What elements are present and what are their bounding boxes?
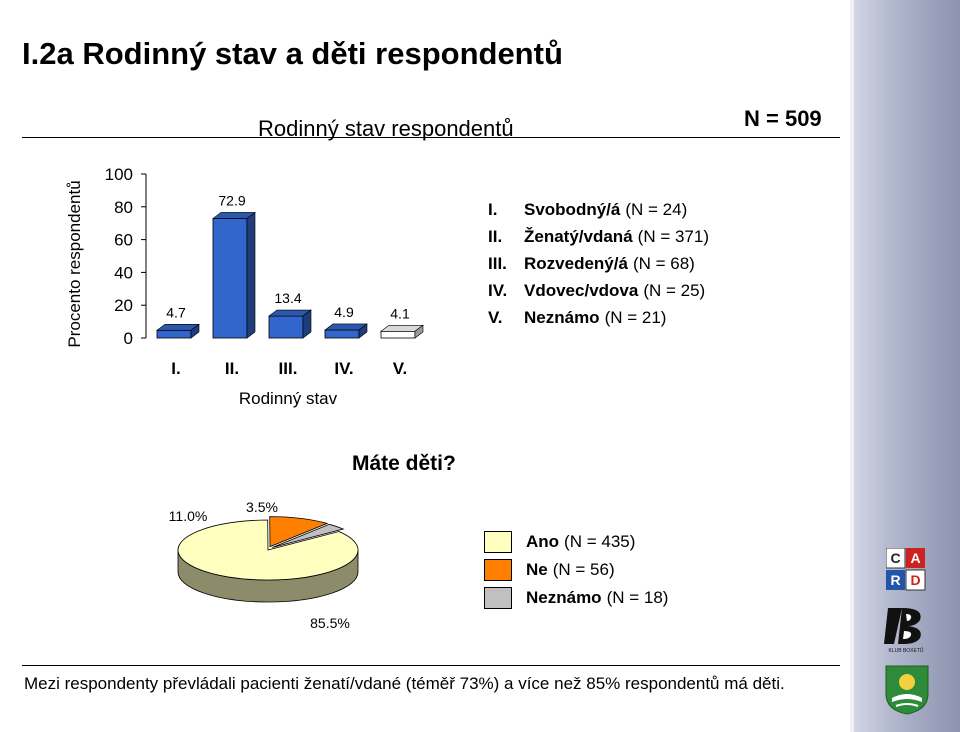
pie-legend-swatch	[484, 531, 512, 553]
bar-legend-item: IV. Vdovec/vdova (N = 25)	[488, 281, 709, 308]
bar-data-label: 4.9	[334, 304, 354, 320]
bar-data-label: 4.7	[166, 304, 186, 320]
sidebar-edge	[850, 0, 854, 732]
card-letter-d: D	[910, 572, 920, 588]
bar-side	[358, 323, 368, 339]
x-tick-label: II.	[225, 359, 239, 378]
y-tick-label: 40	[114, 263, 133, 282]
bar-data-label: 72.9	[218, 192, 245, 208]
bar	[212, 218, 248, 339]
pie-legend: Ano (N = 435) Ne (N = 56) Neznámo (N = 18)	[484, 528, 668, 612]
bar-legend-count: (N = 25)	[643, 281, 706, 300]
y-axis-label: Procento respondentů	[65, 180, 84, 347]
pie-legend-count: (N = 56)	[552, 560, 615, 579]
x-tick-label: IV.	[334, 359, 353, 378]
bar-legend-num: IV.	[488, 281, 508, 300]
bar-legend-num: II.	[488, 227, 503, 246]
x-tick-label: I.	[171, 359, 180, 378]
pie-data-label: 85.5%	[310, 615, 350, 631]
bar	[268, 315, 304, 339]
emblem-icon	[885, 665, 929, 715]
bar-side	[302, 309, 312, 339]
pie-legend-item: Ano (N = 435)	[484, 528, 668, 556]
bar-side	[246, 211, 256, 339]
footer-note: Mezi respondenty převládali pacienti žen…	[24, 674, 785, 693]
club-logo-icon: KLUB BOXETŮ	[884, 608, 924, 654]
pie-legend-count: (N = 18)	[606, 588, 669, 607]
bar-legend-num: V.	[488, 308, 503, 327]
card-logo-icon: C A R D	[885, 547, 926, 591]
pie-legend-label: Neznámo	[526, 588, 602, 607]
card-letter-r: R	[890, 572, 900, 588]
pie-data-label: 11.0%	[169, 508, 208, 524]
pie-data-label: 3.5%	[246, 499, 278, 515]
bar-side	[414, 324, 424, 339]
bar-legend: I. Svobodný/á (N = 24) II. Ženatý/vdaná (N = …	[488, 200, 709, 335]
bar-legend-count: (N = 371)	[637, 227, 709, 246]
x-tick-label: V.	[393, 359, 408, 378]
bar	[324, 329, 360, 339]
bar-legend-item: III. Rozvedený/á (N = 68)	[488, 254, 709, 281]
card-letter-c: C	[890, 550, 900, 566]
hospital-emblem	[884, 664, 930, 716]
club-logo: KLUB BOXETŮ	[880, 604, 932, 654]
bar-data-label: 4.1	[390, 305, 410, 321]
bar-legend-count: (N = 68)	[632, 254, 695, 273]
card-letter-a: A	[910, 550, 920, 566]
pie-legend-label: Ano	[526, 532, 560, 551]
pie-legend-count: (N = 435)	[564, 532, 636, 551]
y-tick-label: 100	[105, 165, 133, 184]
bar-legend-item: II. Ženatý/vdaná (N = 371)	[488, 227, 709, 254]
bar-legend-item: V. Neznámo (N = 21)	[488, 308, 709, 335]
bar-chart: Procento respondentů 0 20 40 60 80 100 4.7 I. 72.…	[65, 165, 424, 408]
pie-legend-swatch	[484, 587, 512, 609]
bar-legend-label: Neznámo	[524, 308, 600, 327]
y-tick-label: 60	[114, 231, 133, 250]
footer-divider	[22, 665, 840, 666]
bar-legend-label: Rozvedený/á	[524, 254, 628, 273]
page-title: I.2a Rodinný stav a děti respondentů	[22, 36, 563, 71]
pie-chart: 85.5% 11.0% 3.5%	[169, 499, 359, 631]
bar-legend-item: I. Svobodný/á (N = 24)	[488, 200, 709, 227]
bar-legend-label: Svobodný/á	[524, 200, 621, 219]
total-count: N = 509	[744, 106, 822, 131]
pie-slice	[269, 516, 329, 548]
y-tick-label: 0	[124, 329, 133, 348]
pie-slice	[177, 519, 359, 581]
x-axis-label: Rodinný stav	[239, 389, 338, 408]
pie-slice	[272, 523, 345, 548]
title-divider	[22, 137, 840, 138]
bar-legend-count: (N = 24)	[625, 200, 688, 219]
bar-side	[190, 323, 200, 339]
bar-data-label: 13.4	[274, 290, 301, 306]
pie-legend-swatch	[484, 559, 512, 581]
bar	[380, 330, 416, 339]
bar-legend-count: (N = 21)	[604, 308, 667, 327]
bar-legend-num: III.	[488, 254, 507, 273]
x-tick-label: III.	[279, 359, 298, 378]
bar-legend-label: Vdovec/vdova	[524, 281, 639, 300]
bar-chart-title: Rodinný stav respondentů	[258, 116, 514, 141]
y-tick-label: 80	[114, 198, 133, 217]
y-tick-label: 20	[114, 296, 133, 315]
bar	[156, 329, 192, 339]
card-logo: C A R D	[885, 547, 926, 592]
pie-legend-item: Ne (N = 56)	[484, 556, 668, 584]
pie-legend-label: Ne	[526, 560, 548, 579]
club-logo-text: KLUB BOXETŮ	[888, 647, 923, 654]
bar-legend-label: Ženatý/vdaná	[524, 227, 633, 246]
bar-legend-num: I.	[488, 200, 498, 219]
pie-legend-item: Neznámo (N = 18)	[484, 584, 668, 612]
pie-chart-title: Máte děti?	[352, 452, 456, 475]
